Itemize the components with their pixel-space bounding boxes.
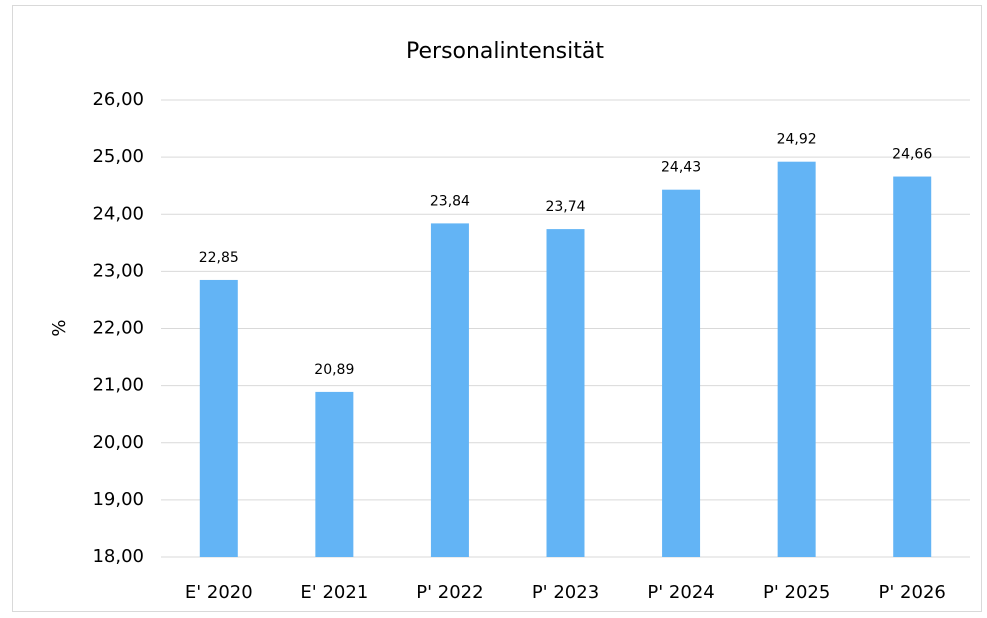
bar [893,176,932,558]
chart-title: Personalintensität [406,39,604,64]
value-label: 24,66 [892,147,932,163]
y-tick-label: 22,00 [92,318,144,339]
bar [546,229,585,558]
x-tick-label: E' 2021 [300,582,368,603]
value-label: 24,92 [777,132,817,148]
x-tick-label: P' 2025 [763,582,830,603]
y-tick-label: 18,00 [92,546,144,567]
bar [777,161,816,557]
bar [199,279,238,557]
x-tick-label: P' 2022 [416,582,483,603]
y-tick-label: 25,00 [92,146,144,167]
y-tick-label: 20,00 [92,432,144,453]
x-tick-label: P' 2026 [879,582,946,603]
value-label: 24,43 [661,160,701,176]
chart-border [12,5,982,612]
y-tick-label: 21,00 [92,375,144,396]
bar [315,391,354,557]
bar [662,189,701,557]
y-tick-label: 19,00 [92,489,144,510]
value-label: 22,85 [199,250,239,266]
value-label: 23,84 [430,193,470,209]
value-label: 23,74 [545,199,585,215]
x-tick-label: P' 2024 [647,582,714,603]
y-tick-label: 23,00 [92,260,144,281]
value-label: 20,89 [314,362,354,378]
bar [430,223,469,557]
y-tick-label: 24,00 [92,203,144,224]
y-axis-label: % [49,319,70,336]
x-tick-label: E' 2020 [185,582,253,603]
y-tick-label: 26,00 [92,89,144,110]
x-tick-label: P' 2023 [532,582,599,603]
